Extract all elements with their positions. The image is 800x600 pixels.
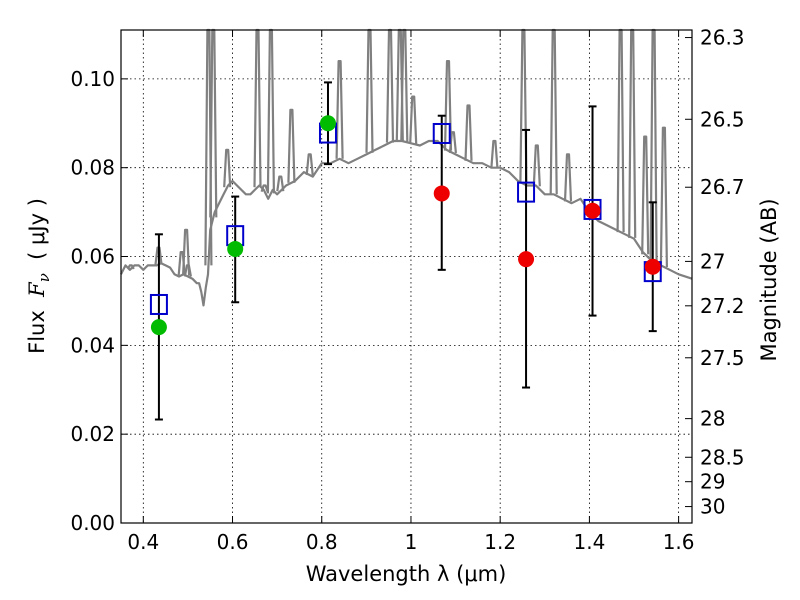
- x-tick-label: 0.4: [127, 530, 159, 554]
- emission-line-spike: [443, 59, 453, 151]
- emission-line-spike: [223, 148, 232, 188]
- observed-flux-point: [518, 251, 535, 268]
- right-axis-tick-label: 28.5: [700, 445, 745, 469]
- emission-line-spike: [253, 28, 262, 188]
- model-flux-square: [517, 181, 536, 203]
- observed-flux-point: [584, 202, 601, 219]
- right-axis-tick-label: 27.5: [700, 346, 745, 370]
- x-tick-label: 0.8: [306, 530, 338, 554]
- x-tick-label: 0.6: [217, 530, 249, 554]
- emission-line-spike: [532, 144, 541, 187]
- emission-line-spike: [385, 28, 395, 143]
- emission-line-spike: [182, 228, 191, 276]
- y-axis-label-suffix: ( μJy ): [25, 198, 49, 273]
- y-tick-label: 0.00: [70, 511, 115, 535]
- emission-line-spike: [126, 264, 135, 270]
- y-axis-label: Flux Fν ( μJy ): [25, 198, 53, 354]
- observed-points: [150, 115, 661, 336]
- y-tick-label: 0.06: [70, 245, 115, 269]
- emission-line-spike: [659, 126, 668, 268]
- right-axis-tick-label: 26.5: [700, 107, 745, 131]
- right-axis-tick-label: 26.7: [700, 175, 745, 199]
- emission-line-spike: [464, 104, 473, 161]
- x-tick-label: 1.2: [484, 530, 516, 554]
- emission-line-spike: [490, 139, 499, 168]
- x-axis-label: Wavelength λ (μm): [306, 562, 507, 586]
- observed-flux-point: [644, 258, 661, 275]
- emission-line-spike: [305, 153, 314, 176]
- right-axis-label: Magnitude (AB): [757, 198, 781, 361]
- observed-flux-point: [319, 115, 336, 132]
- y-tick-label: 0.04: [70, 333, 115, 357]
- y-tick-label: 0.08: [70, 156, 115, 180]
- emission-line-spike: [448, 131, 457, 154]
- model-flux-square: [149, 293, 168, 315]
- right-axis-tick-label: 27: [700, 249, 725, 273]
- emission-line-spike: [400, 28, 409, 142]
- chart-series: [120, 28, 693, 421]
- emission-line-spike: [641, 135, 650, 255]
- model-flux-square: [583, 198, 602, 220]
- x-tick-label: 1.4: [573, 530, 605, 554]
- right-axis-tick-label: 28: [700, 407, 725, 431]
- x-tick-label: 1: [405, 530, 418, 554]
- emission-line-spikes: [126, 28, 668, 277]
- right-axis-tick-label: 27.2: [700, 294, 745, 318]
- observed-flux-point: [433, 185, 450, 202]
- right-axis-tick-label: 30: [700, 495, 725, 519]
- emission-line-spike: [365, 28, 374, 153]
- emission-line-spike: [287, 108, 296, 183]
- emission-line-spike: [335, 59, 344, 159]
- emission-line-spike: [409, 95, 418, 144]
- emission-line-spike: [266, 28, 275, 194]
- emission-line-spike: [616, 28, 625, 233]
- emission-line-spike: [260, 184, 269, 193]
- y-axis-label-symbol: F: [25, 281, 49, 298]
- y-axis-label-prefix: Flux: [25, 297, 49, 354]
- emission-line-spike: [563, 153, 573, 202]
- emission-line-spike: [549, 28, 558, 195]
- y-tick-label: 0.10: [70, 67, 115, 91]
- x-tick-label: 1.6: [663, 530, 695, 554]
- emission-line-spike: [209, 28, 218, 218]
- model-flux-square: [432, 122, 451, 144]
- emission-line-spike: [276, 175, 285, 192]
- emission-line-spike: [183, 264, 192, 277]
- y-tick-label: 0.02: [70, 422, 115, 446]
- emission-line-spike: [628, 28, 637, 238]
- plot-frame: [120, 29, 693, 524]
- right-axis-tick-label: 29: [700, 470, 725, 494]
- right-axis-tick-label: 26.3: [700, 26, 745, 50]
- observed-flux-point: [227, 240, 244, 257]
- observed-flux-point: [150, 319, 167, 336]
- y-axis-label-subscript: ν: [35, 273, 53, 282]
- axis-ticks: 0.4 0.6 0.8 1 1.2 1.4 1.6 0.00 0.02 0.04 0.06 0.08 0…: [70, 26, 744, 554]
